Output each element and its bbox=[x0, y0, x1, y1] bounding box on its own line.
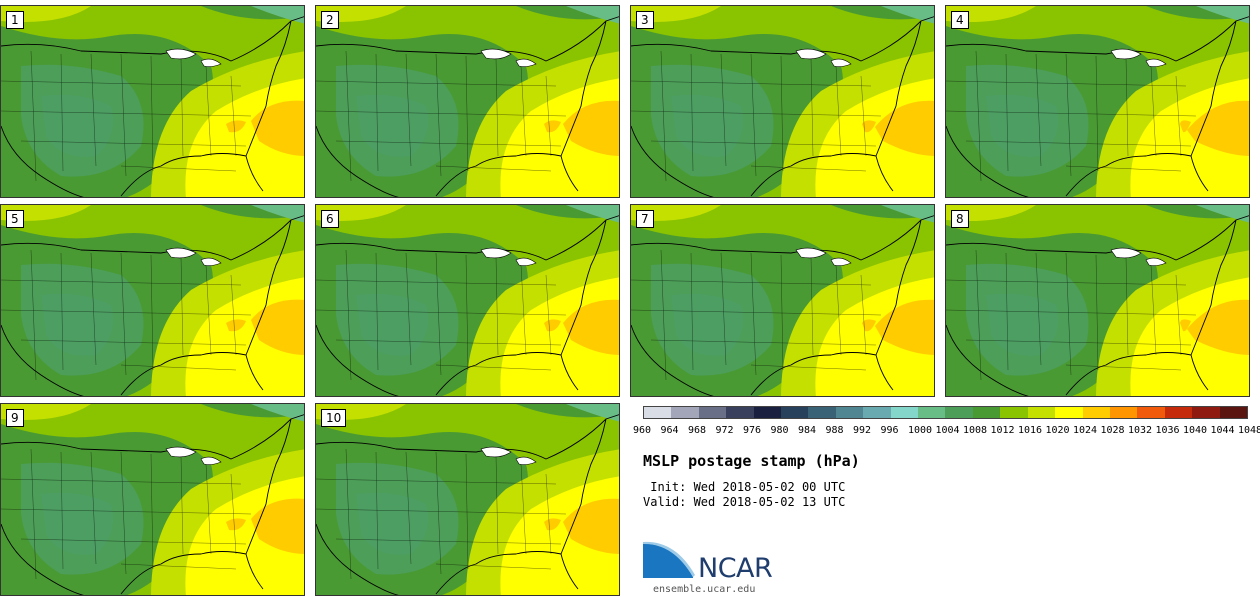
colorbar-segment bbox=[1109, 407, 1138, 418]
colorbar-tick-label: 1000 bbox=[908, 425, 933, 436]
colorbar-segment bbox=[890, 407, 919, 418]
colorbar-segment bbox=[1164, 407, 1193, 418]
colorbar-segment bbox=[726, 407, 754, 418]
colorbar-tick-label: 1024 bbox=[1073, 425, 1098, 436]
colorbar-tick-label: 996 bbox=[880, 425, 899, 436]
colorbar-tick-label: 976 bbox=[743, 425, 762, 436]
colorbar-segment bbox=[835, 407, 864, 418]
colorbar-tick-label: 1036 bbox=[1155, 425, 1180, 436]
colorbar-tick-label: 1008 bbox=[963, 425, 988, 436]
colorbar-tick-label: 972 bbox=[715, 425, 734, 436]
colorbar-segment bbox=[671, 407, 699, 418]
colorbar-tick-label: 1044 bbox=[1210, 425, 1235, 436]
init-time: Init: Wed 2018-05-02 00 UTC bbox=[643, 480, 846, 494]
member-map-panel: 10 bbox=[315, 403, 620, 596]
valid-time: Valid: Wed 2018-05-02 13 UTC bbox=[643, 495, 846, 509]
colorbar-tick-label: 964 bbox=[660, 425, 679, 436]
colorbar-tick-label: 1040 bbox=[1183, 425, 1208, 436]
colorbar-segment bbox=[781, 407, 809, 418]
colorbar-tick-label: 1032 bbox=[1128, 425, 1153, 436]
colorbar-tick-label: 1016 bbox=[1018, 425, 1043, 436]
colorbar-segment bbox=[918, 407, 946, 418]
member-map-panel: 7 bbox=[630, 204, 935, 397]
member-map-panel: 5 bbox=[0, 204, 305, 397]
member-map-panel: 2 bbox=[315, 5, 620, 198]
colorbar-segment bbox=[698, 407, 727, 418]
colorbar-tick-label: 960 bbox=[633, 425, 652, 436]
colorbar-tick-label: 984 bbox=[798, 425, 817, 436]
colorbar-tick-label: 1028 bbox=[1100, 425, 1125, 436]
member-map-panel: 4 bbox=[945, 5, 1250, 198]
member-number-label: 10 bbox=[321, 409, 347, 427]
colorbar-segment bbox=[808, 407, 836, 418]
colorbar-segment bbox=[1219, 407, 1247, 418]
source-url: ensemble.ucar.edu bbox=[653, 584, 756, 595]
member-map-panel: 6 bbox=[315, 204, 620, 397]
colorbar-tick-label: 968 bbox=[688, 425, 707, 436]
ncar-logo-text: NCAR bbox=[698, 553, 773, 584]
member-map-panel: 3 bbox=[630, 5, 935, 198]
colorbar-tick-label: 1048 bbox=[1238, 425, 1260, 436]
figure-title: MSLP postage stamp (hPa) bbox=[643, 452, 860, 470]
colorbar bbox=[643, 406, 1248, 419]
colorbar-segment bbox=[1055, 407, 1083, 418]
member-number-label: 2 bbox=[321, 11, 339, 29]
member-map-panel: 9 bbox=[0, 403, 305, 596]
member-number-label: 6 bbox=[321, 210, 339, 228]
colorbar-tick-label: 992 bbox=[853, 425, 872, 436]
colorbar-segment bbox=[1027, 407, 1056, 418]
member-number-label: 7 bbox=[636, 210, 654, 228]
colorbar-segment bbox=[1082, 407, 1110, 418]
ncar-logo bbox=[643, 541, 695, 578]
colorbar-segment bbox=[972, 407, 1001, 418]
colorbar-segment bbox=[945, 407, 973, 418]
colorbar-tick-label: 1020 bbox=[1045, 425, 1070, 436]
colorbar-tick-label: 1004 bbox=[935, 425, 960, 436]
colorbar-segment bbox=[1192, 407, 1220, 418]
member-number-label: 1 bbox=[6, 11, 24, 29]
colorbar-tick-label: 980 bbox=[770, 425, 789, 436]
colorbar-tick-label: 988 bbox=[825, 425, 844, 436]
member-number-label: 5 bbox=[6, 210, 24, 228]
colorbar-ticks: 960 964 968 972 976 980 984 988 992 996 1000 1004 10… bbox=[632, 425, 1260, 439]
colorbar-segment bbox=[863, 407, 891, 418]
member-number-label: 8 bbox=[951, 210, 969, 228]
member-number-label: 4 bbox=[951, 11, 969, 29]
member-map-panel: 8 bbox=[945, 204, 1250, 397]
colorbar-segment bbox=[1137, 407, 1165, 418]
colorbar-segment bbox=[1000, 407, 1028, 418]
colorbar-tick-label: 1012 bbox=[990, 425, 1015, 436]
ncar-logo-swoosh-icon bbox=[643, 543, 693, 578]
member-number-label: 9 bbox=[6, 409, 24, 427]
colorbar-segment bbox=[753, 407, 782, 418]
colorbar-segment bbox=[644, 407, 672, 418]
member-number-label: 3 bbox=[636, 11, 654, 29]
member-map-panel: 1 bbox=[0, 5, 305, 198]
